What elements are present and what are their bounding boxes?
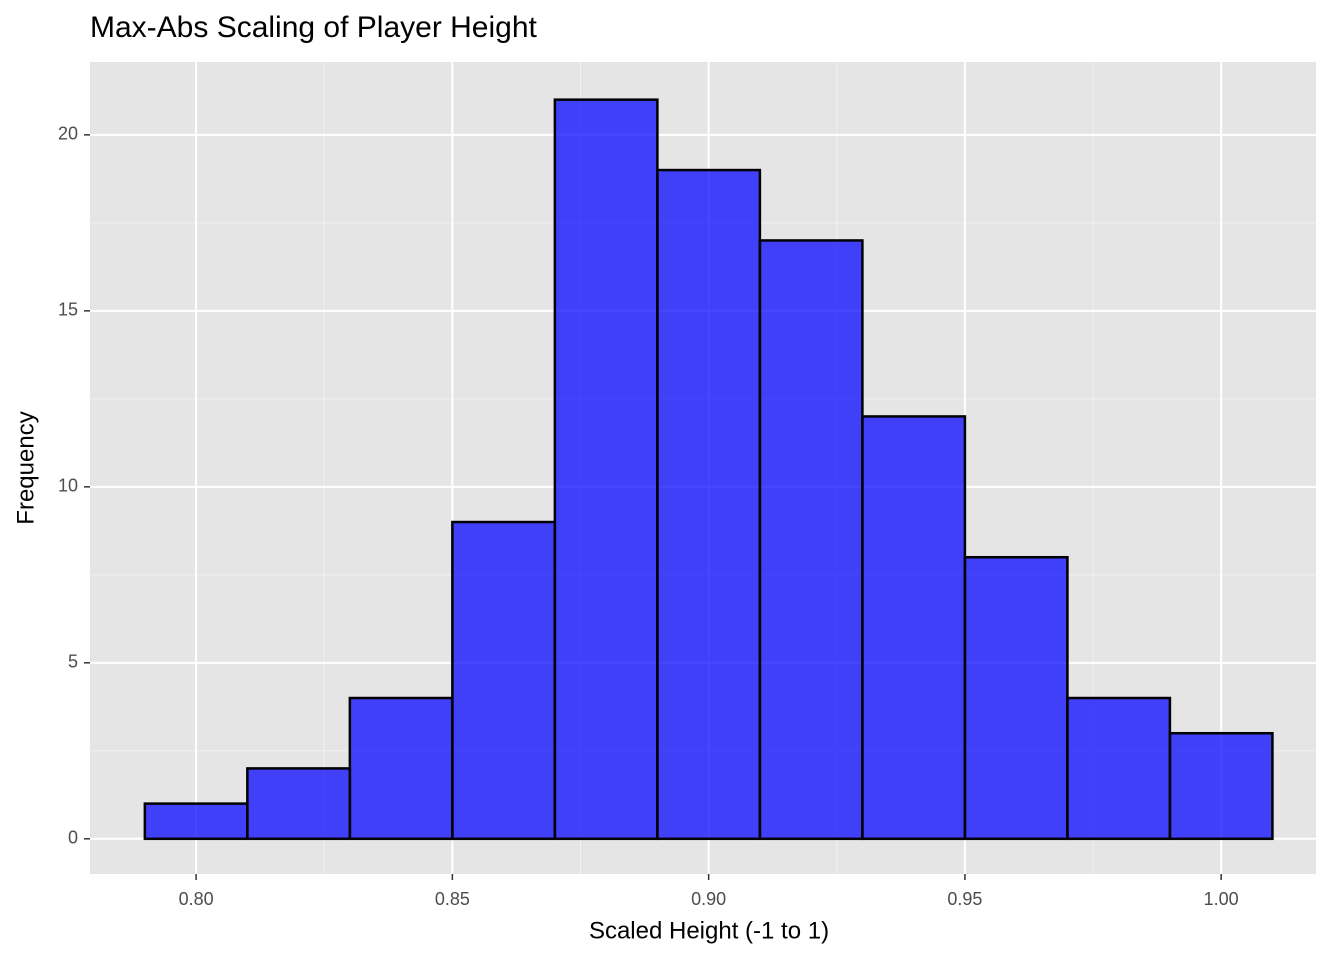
y-tick-label: 20 [58, 124, 78, 144]
x-axis-label: Scaled Height (-1 to 1) [589, 917, 829, 944]
chart-title: Max-Abs Scaling of Player Height [90, 11, 538, 44]
y-tick-label: 15 [58, 300, 78, 320]
x-tick-label: 0.90 [691, 889, 726, 909]
bar [656, 168, 762, 841]
bar [758, 239, 864, 841]
bar [553, 98, 659, 841]
bar [1168, 731, 1274, 841]
y-tick-label: 10 [58, 476, 78, 496]
y-tick-label: 5 [68, 652, 78, 672]
bar [348, 696, 454, 841]
x-tick-label: 0.95 [947, 889, 982, 909]
bar [451, 520, 557, 841]
bar [861, 415, 967, 841]
bar [963, 555, 1069, 841]
x-tick-label: 1.00 [1204, 889, 1239, 909]
x-tick-label: 0.80 [179, 889, 214, 909]
x-tick-label: 0.85 [435, 889, 470, 909]
bar [246, 767, 352, 841]
y-tick-label: 0 [68, 828, 78, 848]
bar [1066, 696, 1172, 841]
bar [143, 802, 249, 841]
y-axis-label: Frequency [12, 411, 39, 524]
